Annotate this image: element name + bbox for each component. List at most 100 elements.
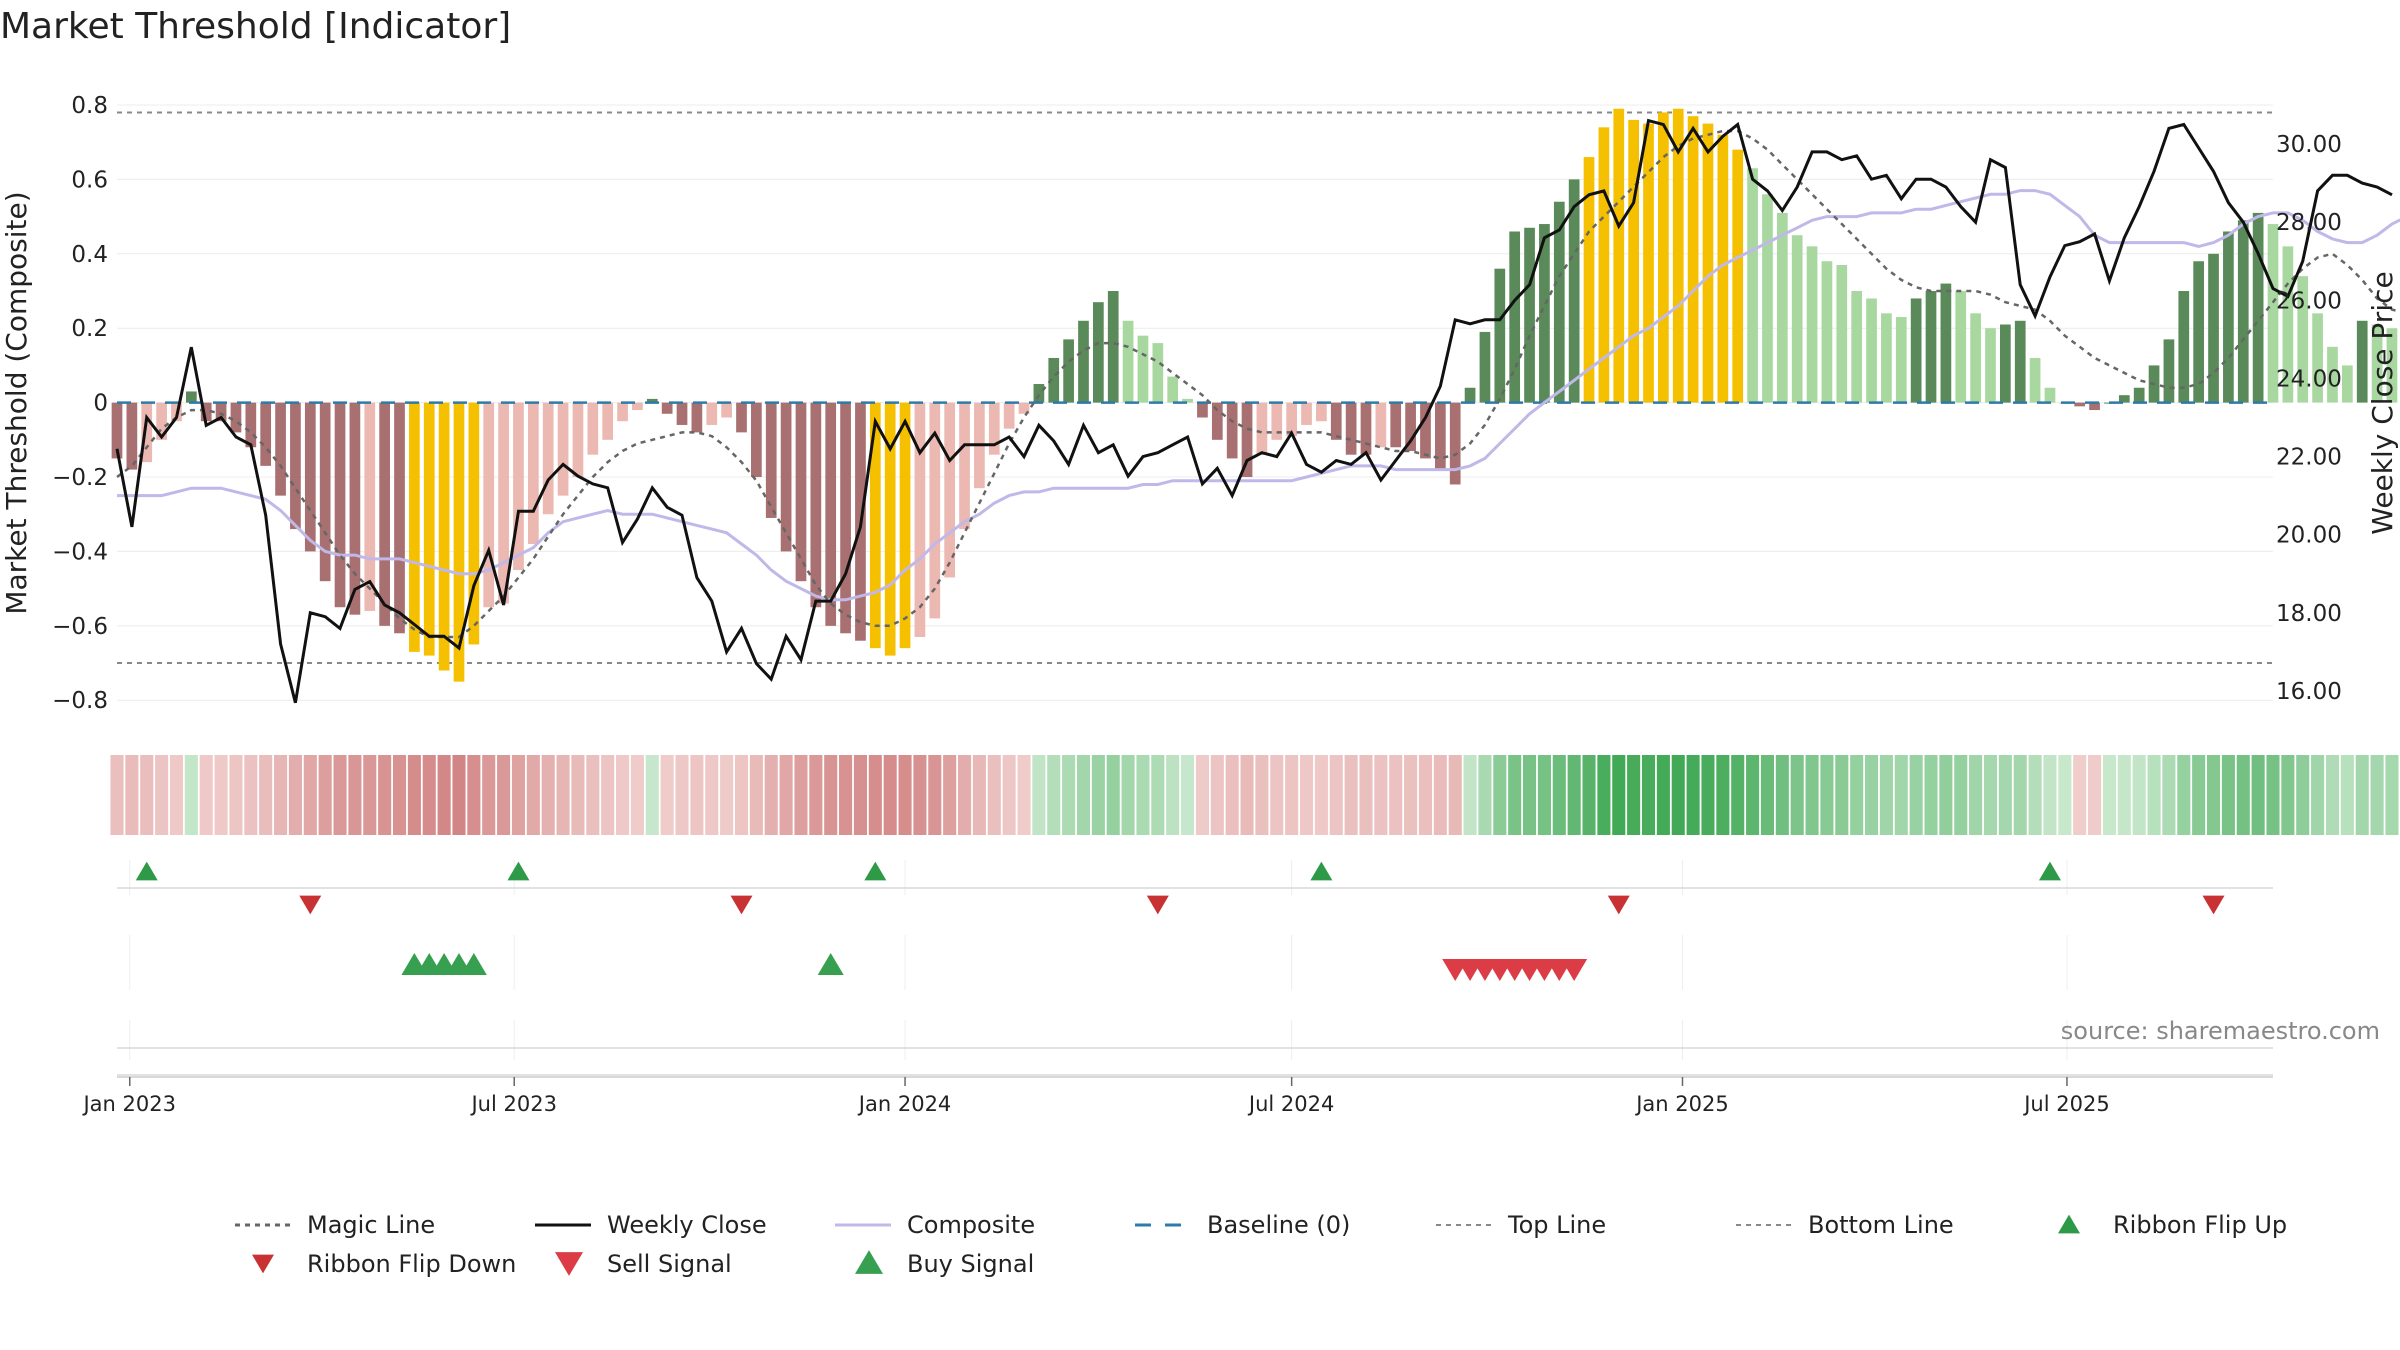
series-lines [115, 118, 2400, 704]
composite-bar [1658, 112, 1669, 403]
ribbon-segment [2251, 755, 2265, 835]
composite-bar [304, 402, 316, 552]
ribbon-segment [1879, 755, 1893, 835]
composite-bar [394, 402, 405, 634]
composite-bar [869, 402, 881, 649]
legend-label: Sell Signal [607, 1250, 732, 1278]
ribbon-segment [274, 755, 288, 835]
composite-bar [1018, 402, 1030, 414]
ribbon-segment [1299, 755, 1314, 835]
composite-bar [423, 402, 435, 656]
ribbon-segment [437, 755, 451, 835]
composite-bar [676, 402, 688, 425]
ribbon-segment [2117, 755, 2131, 835]
composite-bar [1539, 224, 1550, 403]
ribbon-segment [764, 755, 778, 835]
ribbon-segment [660, 755, 674, 835]
composite-bar [765, 402, 777, 518]
composite-bar [1226, 402, 1238, 459]
ribbon-flip-up-marker [864, 861, 887, 881]
ribbon-segment [1062, 755, 1076, 835]
composite-bar [1107, 291, 1119, 403]
ribbon-segment [363, 755, 377, 835]
composite-bar [1791, 235, 1803, 403]
ribbon-segment [1775, 755, 1789, 835]
legend-label: Ribbon Flip Up [2113, 1211, 2287, 1239]
composite-bar [1182, 398, 1193, 403]
ribbon-segment [1404, 755, 1418, 835]
composite-bar [1003, 402, 1015, 429]
composite-bar [1122, 320, 1134, 403]
composite-bar [2193, 261, 2205, 403]
buy-signal-marker [817, 952, 844, 976]
ribbon-segment [1210, 755, 1224, 835]
ribbon-segment [690, 755, 704, 835]
composite-bar [2237, 220, 2249, 403]
composite-bar [1167, 376, 1179, 403]
ribbon-segment [1820, 755, 1834, 835]
ribbon-segment [526, 755, 540, 835]
composite-bar [513, 402, 524, 571]
ribbon-segment [199, 755, 213, 835]
right-tick-label: 24.00 [2276, 366, 2342, 392]
ribbon-segment [140, 755, 154, 835]
ribbon-segment [2236, 755, 2250, 835]
ribbon-segment [2013, 755, 2027, 835]
composite-bar [1643, 123, 1654, 403]
ribbon-segment [1478, 755, 1492, 835]
composite-bar [1078, 320, 1089, 403]
ribbon-segment [2370, 755, 2384, 835]
ribbon-segment [1076, 755, 1091, 835]
composite-bar [1449, 402, 1461, 485]
composite-bar [1375, 402, 1387, 448]
ribbon-flip-up-marker [507, 861, 530, 881]
ribbon-segment [2177, 755, 2191, 835]
legend-item-buy: Buy Signal [855, 1250, 1034, 1278]
composite-bar [275, 402, 286, 496]
ribbon-segment [482, 755, 496, 835]
ribbon-flip-up-marker [2038, 861, 2061, 881]
ribbon-segment [839, 755, 853, 835]
ribbon-segment [348, 755, 362, 835]
legend-label: Weekly Close [607, 1211, 767, 1239]
ribbon-segment [928, 755, 942, 835]
left-tick-label: −0.2 [52, 465, 108, 491]
ribbon-segment [2355, 755, 2369, 835]
ribbon-segment [898, 755, 912, 835]
composite-bar [721, 402, 732, 418]
ribbon-segment [229, 755, 243, 835]
ribbon-segment [184, 755, 198, 835]
composite-bar [2282, 246, 2294, 403]
composite-bar [2312, 313, 2323, 403]
ribbon-segment [259, 755, 273, 835]
composite-bar [1672, 108, 1684, 403]
composite-bar [1910, 298, 1922, 403]
ribbon-segment [1894, 755, 1908, 835]
composite-bar [290, 402, 301, 530]
ribbon-segment [2385, 755, 2399, 835]
composite-bar [1241, 402, 1253, 478]
ribbon-segment [1983, 755, 1998, 835]
composite-bar [602, 402, 614, 440]
x-tick-label: Jan 2024 [857, 1092, 952, 1116]
legend-label: Top Line [1507, 1211, 1606, 1239]
ribbon-segment [2162, 755, 2176, 835]
composite-bar [929, 402, 941, 619]
composite-bar [2356, 320, 2368, 403]
composite-bar [1628, 119, 1639, 403]
legend-label: Composite [907, 1211, 1035, 1239]
right-tick-label: 30.00 [2276, 132, 2342, 158]
composite-bar [230, 402, 242, 433]
composite-bar [126, 402, 138, 470]
ribbon-segment [1523, 755, 1537, 835]
right-tick-label: 28.00 [2276, 210, 2342, 236]
ribbon-segment [1612, 755, 1626, 835]
ribbon-segment [1389, 755, 1403, 835]
ribbon-segment [1032, 755, 1046, 835]
ribbon-flip-down-marker [299, 895, 322, 915]
ribbon-segment [1344, 755, 1358, 835]
ribbon-segment [1582, 755, 1596, 835]
ribbon-segment [1597, 755, 1611, 835]
ribbon-segment [2221, 755, 2235, 835]
ribbon-segment [1627, 755, 1641, 835]
